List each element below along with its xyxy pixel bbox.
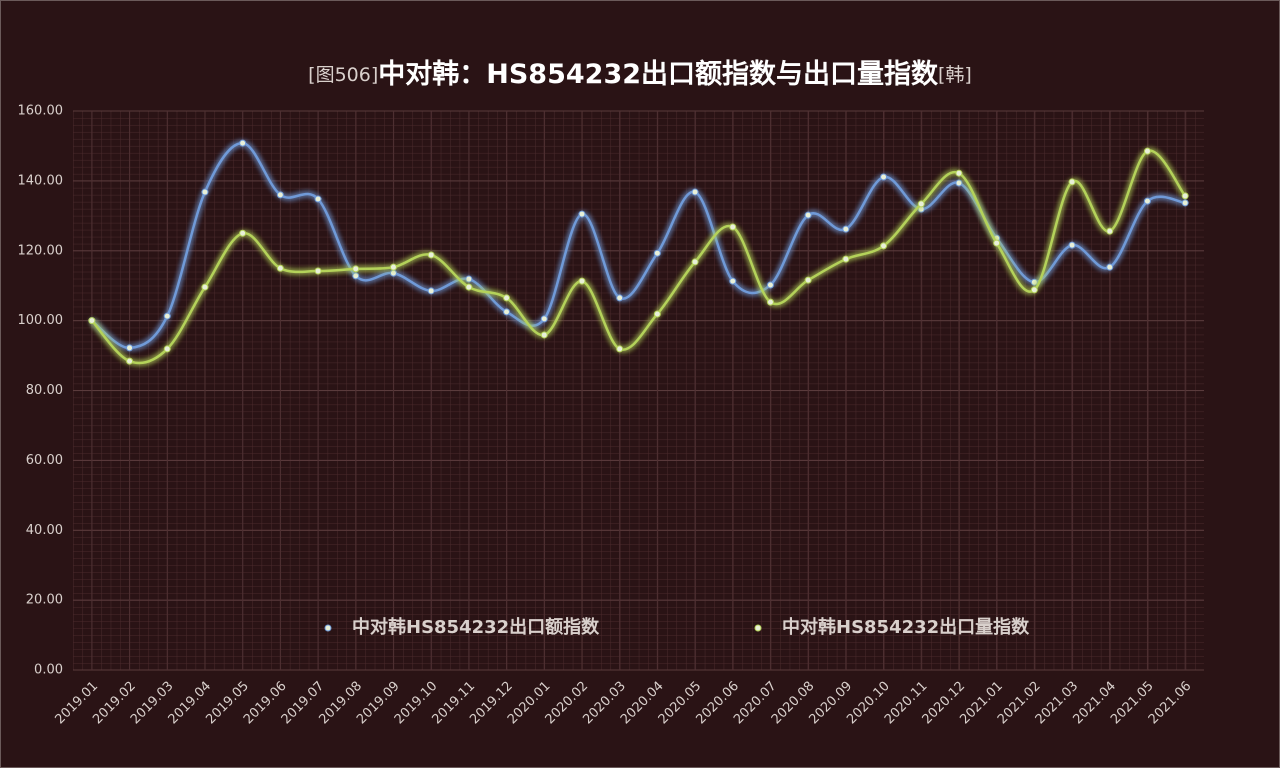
point [540,331,548,339]
chart-title: [图506]中对韩：HS854232出口额指数与出口量指数[韩] [308,59,972,90]
point [616,345,624,353]
y-tick-label: 80.00 [26,383,63,398]
point [239,229,247,237]
point [352,265,360,273]
point [1068,241,1076,249]
point [201,283,209,291]
point [314,267,322,275]
y-tick-label: 20.00 [26,593,63,608]
point [126,344,134,352]
point [653,249,661,257]
point [126,357,134,365]
point [201,188,209,196]
point [1030,278,1038,286]
point [88,317,96,325]
point [766,298,774,306]
point [691,258,699,266]
point [842,225,850,233]
point [804,276,812,284]
point [1143,147,1151,155]
point [729,223,737,231]
y-tick-label: 40.00 [26,523,63,538]
point [578,210,586,218]
point [578,277,586,285]
point [729,277,737,285]
point [993,239,1001,247]
point [616,294,624,302]
point [1181,199,1189,207]
point [691,188,699,196]
y-tick-label: 140.00 [18,173,64,188]
y-tick-label: 160.00 [18,104,64,119]
point [1181,192,1189,200]
point [1030,286,1038,294]
point [389,263,397,271]
y-tick-label: 100.00 [18,313,64,328]
point [465,275,473,283]
point [276,191,284,199]
point [1143,197,1151,205]
point [804,211,812,219]
point [427,287,435,295]
point [503,308,511,316]
point [1106,227,1114,235]
point [314,195,322,203]
y-tick-label: 60.00 [26,453,63,468]
title-suffix: [韩] [938,64,972,86]
point [1106,263,1114,271]
point [276,264,284,272]
title-prefix: [图506] [308,64,378,86]
y-tick-label: 120.00 [18,243,64,258]
point [465,283,473,291]
point [163,312,171,320]
point [917,200,925,208]
point [766,281,774,289]
point [163,345,171,353]
point [540,315,548,323]
legend-marker [754,624,762,632]
y-tick-label: 0.00 [34,663,63,678]
point [239,139,247,147]
legend-marker [324,624,332,632]
point [842,255,850,263]
point [389,269,397,277]
point [880,173,888,181]
point [352,272,360,280]
point [880,242,888,250]
legend-label: 中对韩HS854232出口量指数 [782,616,1030,638]
point [1068,178,1076,186]
point [955,169,963,177]
point [653,310,661,318]
series-line [91,141,1186,350]
point [955,179,963,187]
point [427,251,435,259]
title-main: 中对韩：HS854232出口额指数与出口量指数 [378,59,939,90]
legend-label: 中对韩HS854232出口额指数 [352,616,600,638]
point [503,294,511,302]
